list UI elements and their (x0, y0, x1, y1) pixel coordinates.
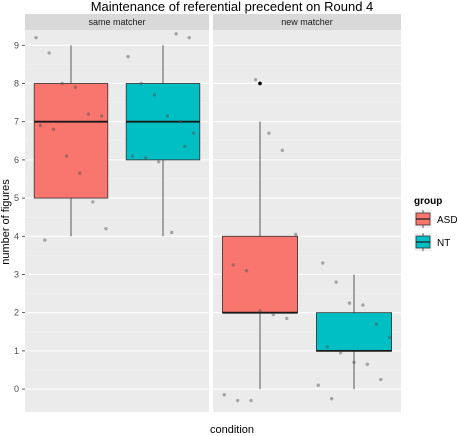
jitter-point (352, 360, 356, 365)
jitter-point (91, 200, 95, 204)
facet-strip (213, 14, 401, 30)
jitter-point (104, 226, 108, 231)
jitter-point (347, 301, 352, 305)
legend-label: NT (437, 238, 450, 249)
legend-key-asd (414, 210, 432, 228)
jitter-point (156, 160, 161, 164)
jitter-point (51, 127, 56, 132)
jitter-point (43, 238, 47, 242)
jitter-point (271, 312, 276, 317)
jitter-point (139, 81, 143, 86)
jitter-point (235, 398, 240, 403)
legend-label: ASD (437, 215, 457, 226)
y-tick-label: 9 (14, 40, 19, 50)
facet-strip-label: same matcher (88, 17, 145, 27)
jitter-point (316, 383, 320, 387)
jitter-point (222, 393, 226, 397)
jitter-point (187, 35, 191, 40)
jitter-point (78, 171, 82, 175)
y-tick-label: 7 (14, 117, 19, 127)
jitter-point (379, 377, 383, 382)
jitter-point (165, 114, 170, 118)
jitter-point (321, 261, 325, 265)
facet-panel: new matcher (213, 14, 401, 412)
jitter-point (294, 232, 298, 237)
jitter-point (38, 123, 43, 128)
jitter-point (174, 32, 178, 36)
jitter-point (152, 93, 156, 97)
jitter-point (361, 303, 365, 307)
jitter-point (267, 131, 271, 135)
jitter-point (143, 156, 148, 160)
y-tick-label: 4 (14, 231, 19, 241)
box-iqr (315, 312, 392, 352)
jitter-point (374, 322, 379, 326)
jitter-point (338, 351, 343, 355)
legend: group ASD NT (414, 196, 457, 251)
y-tick-label: 3 (14, 269, 19, 279)
jitter-point (99, 114, 104, 118)
box-asd (33, 35, 109, 242)
y-tick-label: 6 (14, 155, 19, 165)
panel-background (213, 30, 401, 412)
box-iqr (221, 235, 298, 314)
jitter-point (285, 316, 289, 321)
jitter-point (60, 81, 64, 86)
jitter-point (64, 154, 69, 158)
x-axis-title: condition (210, 424, 254, 436)
jitter-point (325, 345, 329, 349)
jitter-point (86, 112, 91, 116)
jitter-point (126, 55, 130, 59)
y-tick-label: 0 (14, 384, 19, 394)
outlier-point (258, 81, 262, 86)
jitter-point (73, 85, 78, 90)
facet-panels: same matcher new matcher (25, 14, 401, 412)
jitter-point (178, 119, 183, 124)
jitter-point (365, 362, 370, 366)
jitter-point (34, 35, 38, 40)
jitter-point (388, 335, 392, 340)
facet-panel: same matcher (25, 14, 209, 412)
jitter-point (47, 51, 51, 55)
y-tick-label: 2 (14, 308, 19, 318)
jitter-point (258, 309, 262, 313)
y-axis: 0 1 2 3 4 5 6 7 8 9 (14, 40, 25, 394)
jitter-point (253, 77, 258, 82)
jitter-point (249, 398, 253, 403)
box-nt (315, 261, 392, 401)
jitter-point (280, 148, 285, 153)
box-iqr (33, 83, 109, 199)
box-asd (221, 77, 298, 403)
jitter-point (334, 280, 338, 284)
facet-strip-label: new matcher (281, 17, 333, 27)
jitter-point (244, 268, 249, 273)
legend-key-nt (414, 233, 432, 251)
y-axis-title: number of figures (0, 179, 12, 265)
jitter-point (191, 131, 196, 135)
facet-strip (25, 14, 209, 30)
jitter-point (170, 230, 174, 235)
chart-title: Maintenance of referential precedent on … (91, 0, 374, 14)
jitter-point (130, 154, 135, 158)
jitter-point (329, 396, 334, 401)
jitter-point (231, 263, 235, 267)
y-tick-label: 5 (14, 193, 19, 203)
jitter-point (183, 144, 187, 149)
y-tick-label: 1 (14, 346, 19, 356)
legend-title: group (414, 196, 442, 207)
y-tick-label: 8 (14, 78, 19, 88)
box-nt (125, 32, 201, 237)
